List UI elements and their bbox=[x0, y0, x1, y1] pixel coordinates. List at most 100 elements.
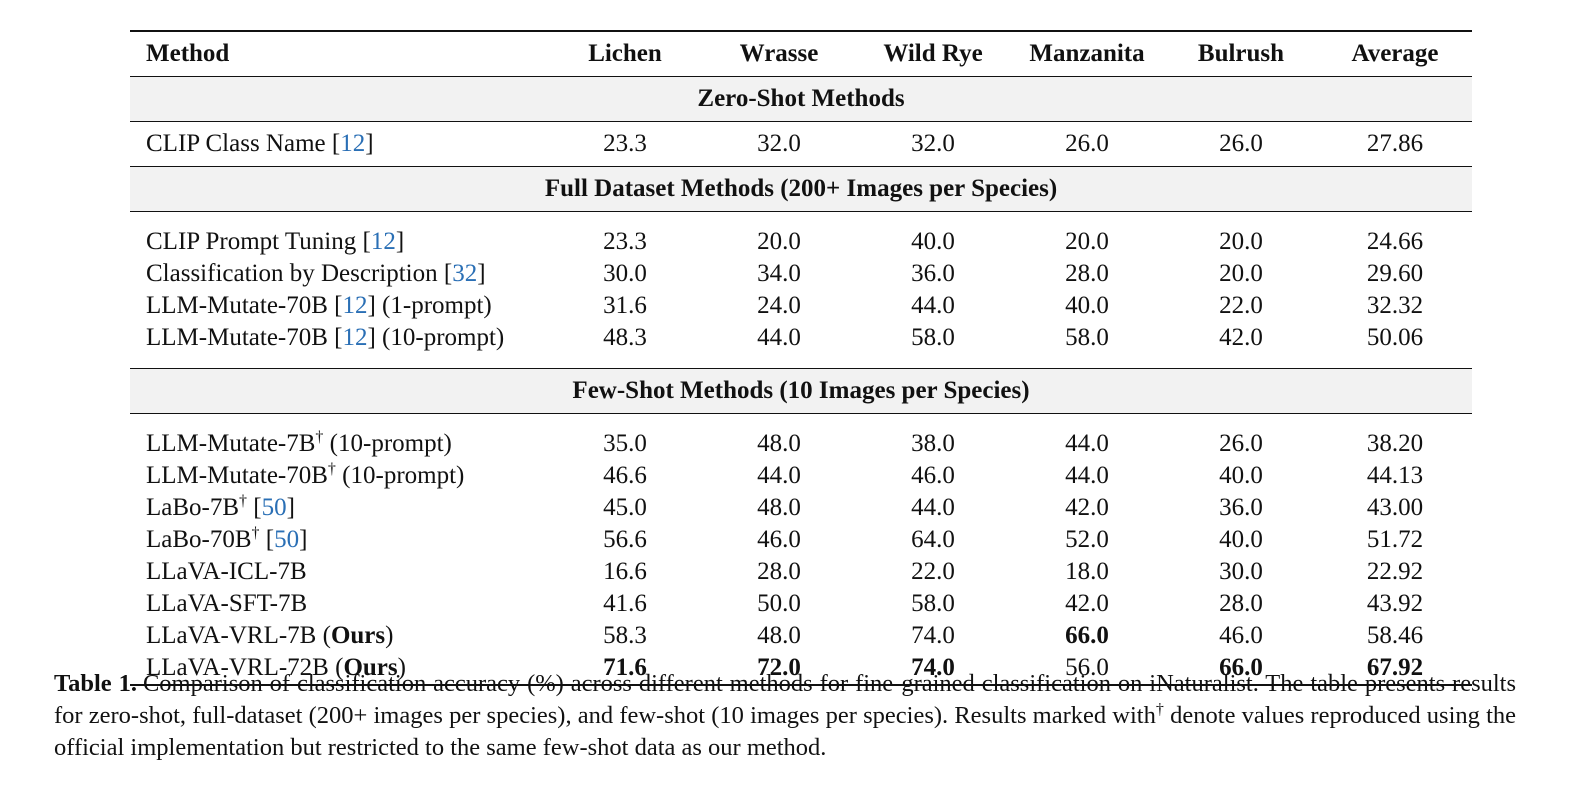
value-cell-wrasse: 20.0 bbox=[757, 228, 801, 255]
value-cell-wild-rye: 46.0 bbox=[911, 462, 955, 489]
dagger-mark: † bbox=[239, 492, 248, 510]
table-row: LLM-Mutate-7B† (10-prompt) 35.0 48.0 38.0 44… bbox=[130, 414, 1472, 461]
ours-label: Ours bbox=[343, 654, 398, 681]
citation-link[interactable]: 12 bbox=[342, 324, 368, 351]
method-text: LLM-Mutate-7B bbox=[146, 430, 316, 457]
value-cell-bulrush: 26.0 bbox=[1219, 430, 1263, 457]
dagger-mark: † bbox=[327, 460, 336, 478]
method-text: LLaVA-VRL-7B ( bbox=[146, 622, 331, 649]
method-text: ] bbox=[395, 228, 405, 255]
value-cell-average: 24.66 bbox=[1366, 228, 1424, 255]
value-cell-average: 51.72 bbox=[1366, 526, 1424, 553]
value-cell-lichen: 58.3 bbox=[603, 622, 647, 649]
citation-link[interactable]: 12 bbox=[342, 292, 368, 319]
value-cell-wild-rye: 40.0 bbox=[911, 228, 955, 255]
value-cell-manzanita: 28.0 bbox=[1065, 260, 1109, 287]
table-row: CLIP Prompt Tuning [12] 23.3 20.0 40.0 20.0 2… bbox=[130, 212, 1472, 259]
citation-link[interactable]: 50 bbox=[274, 526, 300, 553]
citation-link[interactable]: 32 bbox=[452, 260, 478, 287]
value-cell-lichen: 45.0 bbox=[603, 494, 647, 521]
value-cell-lichen: 30.0 bbox=[603, 260, 647, 287]
value-cell-manzanita: 26.0 bbox=[1065, 130, 1109, 157]
table-row: LaBo-70B† [50] 56.6 46.0 64.0 52.0 40.0 51.72 bbox=[130, 524, 1472, 556]
value-cell-wrasse: 72.0 bbox=[702, 652, 856, 686]
value-cell-average: 29.60 bbox=[1366, 260, 1424, 287]
method-text: LLM-Mutate-70B [ bbox=[146, 292, 343, 319]
method-name-cell: LLM-Mutate-7B† (10-prompt) bbox=[130, 414, 548, 461]
value-cell-lichen: 48.3 bbox=[603, 324, 647, 351]
ours-label: Ours bbox=[330, 622, 386, 649]
section-header-row: Zero-Shot Methods bbox=[130, 76, 1472, 122]
method-text: ] (10-prompt) bbox=[367, 324, 505, 351]
value-cell-bulrush: 30.0 bbox=[1219, 558, 1263, 585]
method-text: CLIP Class Name [ bbox=[146, 130, 341, 157]
method-name-cell: LaBo-7B† [50] bbox=[130, 492, 548, 524]
method-text: ] bbox=[299, 526, 308, 553]
method-text: LLM-Mutate-70B bbox=[146, 462, 328, 489]
table-caption: Table 1. Comparison of classification acc… bbox=[54, 668, 1516, 764]
method-name-cell: CLIP Prompt Tuning [12] bbox=[130, 212, 548, 259]
value-cell-lichen: 16.6 bbox=[603, 558, 647, 585]
value-cell-wrasse: 24.0 bbox=[757, 292, 801, 319]
column-header-method: Method bbox=[130, 30, 548, 77]
value-cell-wild-rye: 44.0 bbox=[911, 494, 955, 521]
method-name-cell: LLaVA-VRL-7B (Ours) bbox=[130, 620, 548, 652]
value-cell-average: 22.92 bbox=[1366, 558, 1424, 585]
value-cell-wild-rye: 58.0 bbox=[911, 324, 955, 351]
method-text: ) bbox=[385, 622, 394, 649]
value-cell-bulrush: 42.0 bbox=[1219, 324, 1263, 351]
table-body: Zero-Shot Methods CLIP Class Name [12] 23.… bbox=[130, 76, 1472, 686]
value-cell-lichen: 23.3 bbox=[603, 228, 647, 255]
method-name-cell: LLM-Mutate-70B† (10-prompt) bbox=[130, 460, 548, 492]
value-cell-average: 43.00 bbox=[1366, 494, 1424, 521]
citation-link[interactable]: 12 bbox=[370, 228, 396, 255]
value-cell-bulrush: 28.0 bbox=[1219, 590, 1263, 617]
table-row: CLIP Class Name [12] 23.3 32.0 32.0 26.0 26.0… bbox=[130, 122, 1472, 167]
method-name-cell: CLIP Class Name [12] bbox=[130, 122, 548, 167]
value-cell-wrasse: 48.0 bbox=[757, 430, 801, 457]
method-name-cell: LLaVA-ICL-7B bbox=[130, 556, 548, 588]
table-row: LLaVA-VRL-7B (Ours) 58.3 48.0 74.0 66.0 46.0 5… bbox=[130, 620, 1472, 652]
method-text: Classification by Description [ bbox=[146, 260, 453, 287]
value-cell-bulrush: 46.0 bbox=[1219, 622, 1263, 649]
method-name-cell: LLaVA-SFT-7B bbox=[130, 588, 548, 620]
value-cell-bulrush: 66.0 bbox=[1164, 652, 1318, 686]
method-text: [ bbox=[259, 526, 275, 553]
value-cell-lichen: 46.6 bbox=[603, 462, 647, 489]
value-cell-bulrush: 20.0 bbox=[1219, 260, 1263, 287]
method-text: ] (1-prompt) bbox=[367, 292, 492, 319]
method-text: LLaVA-VRL-72B ( bbox=[146, 654, 344, 681]
section-title: Full Dataset Methods (200+ Images per Sp… bbox=[130, 166, 1472, 212]
value-cell-average: 38.20 bbox=[1366, 430, 1424, 457]
method-text: ) bbox=[397, 654, 406, 681]
value-cell-wrasse: 44.0 bbox=[757, 324, 801, 351]
value-cell-bulrush: 20.0 bbox=[1219, 228, 1263, 255]
value-cell-wild-rye: 58.0 bbox=[911, 590, 955, 617]
method-name-cell: LLM-Mutate-70B [12] (10-prompt) bbox=[130, 322, 548, 369]
value-cell-lichen: 71.6 bbox=[548, 652, 702, 686]
value-cell-manzanita: 42.0 bbox=[1065, 494, 1109, 521]
citation-link[interactable]: 12 bbox=[340, 130, 366, 157]
method-text: (10-prompt) bbox=[323, 430, 452, 457]
method-text: LLM-Mutate-70B [ bbox=[146, 324, 343, 351]
method-text: LaBo-70B bbox=[146, 526, 252, 553]
method-text: ] bbox=[365, 130, 374, 157]
citation-link[interactable]: 50 bbox=[261, 494, 287, 521]
table-row: LLaVA-VRL-72B (Ours) 71.6 72.0 74.0 56.0 66.0… bbox=[130, 652, 1472, 686]
table-row: LLM-Mutate-70B [12] (10-prompt) 48.3 44.0 5… bbox=[130, 322, 1472, 369]
value-cell-average: 44.13 bbox=[1366, 462, 1424, 489]
method-name-cell: LLM-Mutate-70B [12] (1-prompt) bbox=[130, 290, 548, 322]
value-cell-manzanita: 44.0 bbox=[1065, 430, 1109, 457]
caption-dagger: † bbox=[1155, 700, 1164, 718]
value-cell-wrasse: 48.0 bbox=[757, 494, 801, 521]
table-row: Classification by Description [32] 30.0 34… bbox=[130, 258, 1472, 290]
section-title: Few-Shot Methods (10 Images per Species) bbox=[130, 368, 1472, 414]
value-cell-wrasse: 28.0 bbox=[757, 558, 801, 585]
section-header-row: Few-Shot Methods (10 Images per Species) bbox=[130, 368, 1472, 414]
caption-text: Comparison of classification accuracy (%… bbox=[54, 670, 1517, 729]
column-header-manzanita: Manzanita bbox=[1010, 30, 1164, 77]
value-cell-average: 27.86 bbox=[1366, 130, 1424, 157]
value-cell-manzanita: 42.0 bbox=[1065, 590, 1109, 617]
value-cell-manzanita: 40.0 bbox=[1065, 292, 1109, 319]
value-cell-wild-rye: 22.0 bbox=[911, 558, 955, 585]
